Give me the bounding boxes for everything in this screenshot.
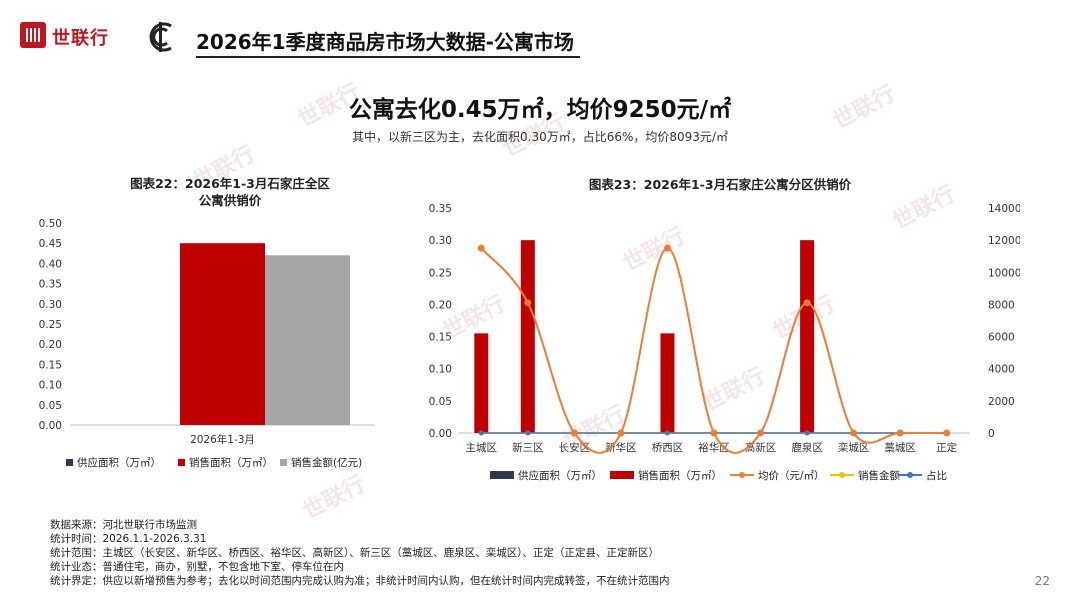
legend-label: 销售面积（万㎡）: [638, 469, 722, 482]
y-tick-label: 0.35: [39, 279, 62, 291]
bar-sales-area: [474, 333, 489, 433]
x-tick-label: 桥西区: [652, 442, 684, 454]
y-tick-label: 0.50: [39, 218, 62, 230]
y-tick-label: 0.05: [39, 400, 62, 412]
point-share: [478, 430, 484, 436]
point-price: [803, 299, 811, 307]
y-tick-label: 0.20: [39, 339, 62, 351]
footnote-period: 统计时间：2026.1.1-2026.3.31: [50, 533, 207, 545]
legend-swatch: [610, 471, 634, 479]
y2-tick-label: 0: [988, 428, 995, 440]
point-price: [524, 299, 532, 307]
y-tick-label: 0.00: [429, 428, 452, 440]
chart23-title: 图表23：2026年1-3月石家庄公寓分区供销价: [588, 177, 852, 192]
y-tick-label: 0.45: [39, 238, 62, 250]
chart22: 0.00 0.05 0.10 0.15 0.20 0.25 0.30 0.35 0.40 0.45…: [39, 218, 375, 469]
legend-swatch: [490, 471, 514, 479]
x-tick-label: 藁城区: [884, 441, 916, 454]
line-price: [480, 247, 947, 454]
legend-label: 销售金额: [858, 469, 900, 482]
footnote-scope: 统计范围：主城区（长安区、新华区、桥西区、裕华区、高新区）、新三区（藁城区、鹿泉…: [50, 547, 659, 559]
footnotes: 数据来源：河北世联行市场监测 统计时间：2026.1.1-2026.3.31 统…: [50, 518, 670, 588]
y-tick-label: 0.40: [39, 258, 62, 270]
y-tick-label: 0.10: [39, 380, 62, 392]
x-tick-label: 主城区: [466, 442, 498, 454]
brand-logo-text: 世联行: [52, 28, 109, 49]
chart22-title-line: 公寓供销价: [198, 193, 262, 208]
y2-tick-label: 8000: [988, 299, 1015, 311]
x-tick-label: 正定: [936, 441, 957, 454]
x-tick-label: 2026年1-3月: [190, 433, 255, 446]
legend-marker: [739, 472, 745, 478]
chart22-title-line: 图表22：2026年1-3月石家庄全区: [130, 176, 330, 191]
y-tick-label: 0.15: [39, 359, 62, 371]
y-tick-label: 0.30: [429, 235, 452, 247]
point-price: [570, 429, 578, 437]
legend-label: 占比: [926, 469, 947, 482]
legend-label: 供应面积（万㎡）: [77, 456, 161, 469]
y2-tick-label: 4000: [988, 364, 1015, 376]
title-underline: [196, 56, 580, 58]
bar-sales-area: [520, 240, 535, 433]
section-emblem-icon: [149, 22, 172, 52]
point-share: [525, 430, 531, 436]
bar-sales-amount: [265, 255, 350, 425]
point-price: [617, 429, 625, 437]
y-tick-label: 0.15: [429, 332, 452, 344]
page-title: 2026年1季度商品房市场大数据-公寓市场: [196, 30, 574, 54]
legend-swatch: [280, 459, 287, 466]
point-price: [850, 429, 858, 437]
y2-tick-label: 2000: [988, 396, 1015, 408]
y-tick-label: 0.10: [429, 364, 452, 376]
x-tick-label: 栾城区: [838, 441, 870, 454]
x-tick-label: 新三区: [512, 441, 544, 454]
point-price: [710, 429, 718, 437]
legend-label: 销售金额(亿元): [291, 456, 362, 469]
footnote-types: 统计业态：普通住宅，商办，别墅，不包含地下室、停车位在内: [50, 561, 344, 573]
headline: 公寓去化0.45万㎡，均价9250元/㎡: [348, 97, 732, 123]
bar-sales-area: [800, 240, 815, 433]
y-tick-label: 0.05: [429, 396, 452, 408]
point-price: [896, 429, 904, 437]
point-price: [477, 244, 485, 252]
y-tick-label: 0.20: [429, 299, 452, 311]
y2-tick-label: 14000: [988, 203, 1020, 215]
y-tick-label: 0.30: [39, 299, 62, 311]
y2-tick-label: 12000: [988, 235, 1020, 247]
y2-tick-label: 6000: [988, 332, 1015, 344]
legend-label: 供应面积（万㎡）: [518, 469, 602, 482]
legend-label: 均价（元/㎡）: [758, 470, 825, 482]
bar-sales-area: [180, 243, 265, 425]
point-price: [757, 429, 765, 437]
y-tick-label: 0.00: [39, 420, 62, 432]
y-tick-label: 0.25: [39, 319, 62, 331]
chart23: 0.00 0.05 0.10 0.15 0.20 0.25 0.30 0.35 0 2000 400…: [429, 203, 1020, 482]
legend-label: 销售面积（万㎡）: [189, 456, 273, 469]
subheadline: 其中，以新三区为主，去化面积0.30万㎡，占比66%，均价8093元/㎡: [352, 130, 728, 144]
point-share: [804, 430, 810, 436]
page-number: 22: [1034, 574, 1050, 588]
legend-swatch: [66, 459, 73, 466]
legend-marker: [839, 472, 845, 478]
footnote-definition: 统计界定：供应以新增预售为参考；去化以时间范围内完成认购为准；非统计时间内认购，…: [50, 575, 670, 587]
chart22-title: 图表22：2026年1-3月石家庄全区 公寓供销价: [60, 175, 400, 209]
y2-tick-label: 10000: [988, 267, 1020, 279]
point-share: [664, 430, 670, 436]
point-price: [663, 244, 671, 252]
footnote-source: 数据来源：河北世联行市场监测: [50, 519, 197, 531]
x-tick-label: 长安区: [559, 441, 591, 454]
y-tick-label: 0.35: [429, 203, 452, 215]
y-tick-label: 0.25: [429, 267, 452, 279]
brand-logo-icon: [20, 22, 46, 48]
x-tick-label: 鹿泉区: [791, 441, 823, 454]
x-tick-label: 高新区: [745, 441, 777, 454]
legend-marker: [907, 472, 913, 478]
bar-sales-area: [660, 333, 675, 433]
legend-swatch: [178, 459, 185, 466]
point-price: [943, 429, 951, 437]
